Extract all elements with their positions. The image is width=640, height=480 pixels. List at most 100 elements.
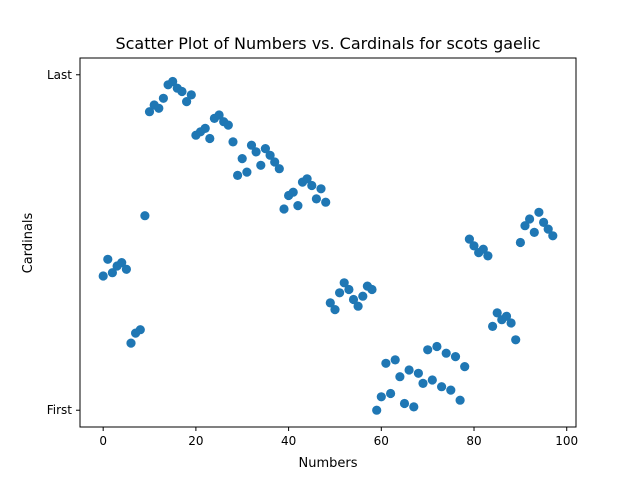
data-point <box>372 405 382 415</box>
x-tick-label: 0 <box>99 434 107 448</box>
data-point <box>539 217 549 227</box>
x-axis-ticks: 0 20 40 60 80 100 <box>99 427 578 448</box>
x-axis-label: Numbers <box>299 456 358 471</box>
data-point <box>367 284 377 295</box>
data-point <box>265 150 275 160</box>
data-point <box>339 278 349 288</box>
data-point <box>121 264 131 274</box>
data-point <box>525 214 535 224</box>
data-point <box>469 241 479 251</box>
data-point <box>386 388 396 399</box>
data-point <box>450 352 461 362</box>
data-point <box>330 305 340 315</box>
data-point <box>144 107 155 117</box>
data-point <box>237 154 247 164</box>
data-point <box>348 294 359 305</box>
data-point <box>335 288 345 298</box>
data-point <box>117 258 127 268</box>
data-point <box>423 345 433 355</box>
data-point <box>353 301 363 311</box>
data-point <box>381 358 391 368</box>
data-point <box>413 368 423 378</box>
data-point <box>404 365 414 375</box>
x-tick-label: 80 <box>466 434 481 448</box>
chart-title: Scatter Plot of Numbers vs. Cardinals fo… <box>115 34 540 53</box>
data-point <box>302 174 312 184</box>
data-point <box>107 268 117 278</box>
data-point <box>256 160 266 170</box>
data-point <box>182 97 192 107</box>
data-point <box>260 144 270 154</box>
data-point <box>488 321 498 331</box>
x-tick-label: 100 <box>555 434 578 448</box>
x-tick-label: 60 <box>374 434 389 448</box>
data-point <box>501 311 512 321</box>
data-point <box>177 86 187 97</box>
data-point <box>158 93 168 103</box>
data-point <box>511 335 521 345</box>
data-point <box>358 291 368 301</box>
data-point <box>274 164 284 174</box>
data-point <box>251 147 261 157</box>
data-point <box>205 133 215 144</box>
data-point <box>168 76 178 87</box>
data-point <box>311 194 321 204</box>
data-point <box>506 318 516 328</box>
x-tick-label: 20 <box>188 434 203 448</box>
data-point <box>529 227 539 237</box>
data-point <box>126 338 136 348</box>
data-point <box>270 157 280 167</box>
data-point <box>279 204 289 214</box>
data-point <box>316 184 326 194</box>
data-point <box>427 375 437 385</box>
data-point <box>437 382 447 392</box>
data-point <box>418 378 428 388</box>
data-point <box>344 284 354 295</box>
data-point <box>390 355 400 365</box>
data-point <box>246 140 257 150</box>
data-point <box>140 211 150 221</box>
data-point <box>325 298 335 308</box>
data-point <box>548 231 558 241</box>
data-point <box>214 110 224 120</box>
data-point <box>293 201 303 211</box>
y-axis-label: Cardinals <box>21 212 36 273</box>
data-point <box>200 123 210 133</box>
data-point <box>399 398 410 409</box>
data-point <box>307 180 317 191</box>
data-point <box>233 170 243 180</box>
data-point <box>478 244 488 254</box>
plot-frame <box>79 57 577 428</box>
data-point <box>154 103 164 113</box>
y-axis-ticks: First Last <box>47 68 80 417</box>
data-point <box>186 90 196 100</box>
y-tick-label: Last <box>47 68 72 82</box>
data-points <box>98 76 558 415</box>
data-point <box>98 271 108 281</box>
data-point <box>288 187 298 197</box>
data-point <box>534 207 544 217</box>
data-point <box>464 234 474 244</box>
data-point <box>441 348 451 358</box>
data-point <box>376 392 386 402</box>
data-point <box>321 197 331 207</box>
data-point <box>432 341 442 352</box>
data-point <box>395 372 405 382</box>
data-point <box>242 167 252 177</box>
data-point <box>515 237 526 248</box>
data-point <box>520 221 530 231</box>
data-point <box>135 325 145 335</box>
data-point <box>483 251 493 261</box>
data-point <box>543 224 553 234</box>
data-point <box>492 308 502 318</box>
data-point <box>446 385 456 395</box>
data-point <box>460 362 470 372</box>
x-tick-label: 40 <box>281 434 296 448</box>
data-point <box>228 137 238 147</box>
data-point <box>223 120 233 130</box>
data-point <box>409 402 419 412</box>
data-point <box>103 254 113 264</box>
data-point <box>455 395 465 405</box>
y-tick-label: First <box>47 403 73 417</box>
